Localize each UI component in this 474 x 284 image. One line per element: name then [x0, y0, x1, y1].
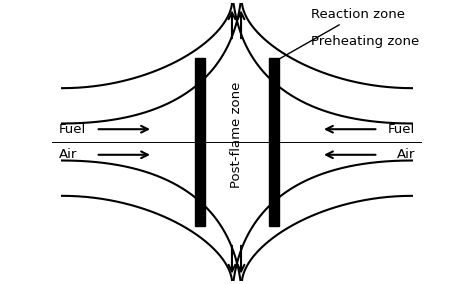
Text: Air: Air [59, 148, 77, 161]
Bar [195, 58, 205, 226]
Text: Air: Air [397, 148, 415, 161]
Text: Reaction zone: Reaction zone [272, 8, 405, 63]
Text: Fuel: Fuel [388, 123, 415, 136]
Text: Preheating zone: Preheating zone [311, 35, 419, 47]
Bar [269, 58, 279, 226]
Text: Post-flame zone: Post-flame zone [230, 82, 244, 189]
Text: Fuel: Fuel [59, 123, 86, 136]
